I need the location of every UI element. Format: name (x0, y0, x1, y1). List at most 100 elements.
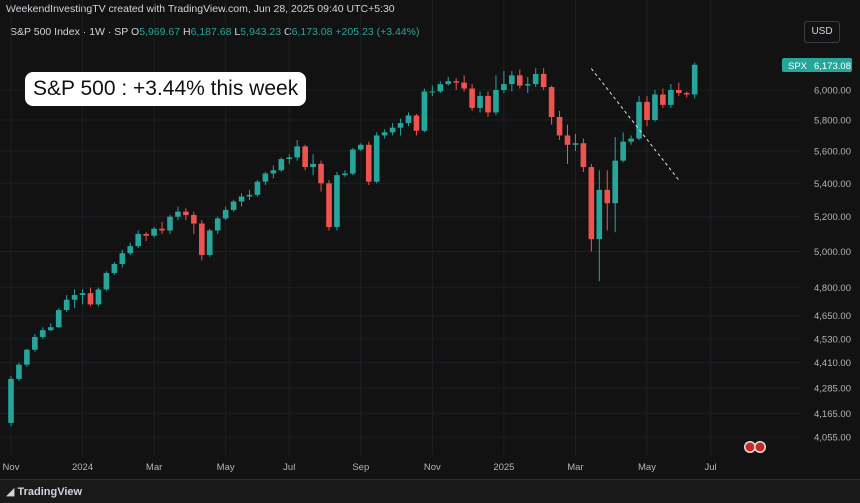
candle-body (16, 364, 22, 379)
candle (373, 132, 380, 184)
y-tick-label: 4,800.00 (814, 283, 851, 294)
candle (461, 75, 467, 92)
tradingview-logo[interactable]: ◢ TradingView (6, 485, 82, 498)
candle (596, 170, 603, 282)
candle (318, 160, 324, 192)
candle (151, 227, 157, 238)
grid-lines (0, 0, 800, 455)
candle-body (668, 90, 674, 105)
candle (238, 193, 245, 207)
candle (548, 85, 555, 125)
candle (421, 88, 428, 133)
candle (294, 140, 300, 161)
candle-body (270, 170, 277, 174)
candle-body (119, 253, 126, 264)
candle (71, 289, 78, 309)
candle-body (572, 143, 579, 145)
candle (342, 170, 348, 177)
candle (103, 271, 110, 292)
candle (365, 141, 372, 185)
currency-button[interactable]: USD (804, 21, 840, 43)
candle (302, 144, 308, 171)
candles (8, 62, 698, 427)
price-axis[interactable]: 4,055.00 4,165.00 4,285.00 4,410.00 4,530.00… (814, 86, 851, 444)
candle (350, 147, 356, 176)
candle-body (318, 163, 324, 184)
candle-body (676, 90, 682, 93)
candle-body (175, 211, 181, 217)
trendline-segment[interactable] (590, 68, 680, 181)
candle (644, 95, 650, 127)
candle-body (63, 299, 70, 311)
event-flags-icon[interactable] (744, 441, 766, 453)
candle-body (127, 246, 134, 254)
candle-body (8, 378, 14, 423)
candle-body (604, 189, 611, 204)
ohlc-legend: S&P 500 Index · 1W · SP O5,969.67 H6,187… (10, 26, 419, 38)
candle (485, 91, 491, 117)
y-tick-label: 5,000.00 (814, 247, 851, 258)
candle (55, 308, 62, 329)
candle (691, 62, 698, 99)
candle-body (167, 216, 173, 231)
candle (397, 118, 404, 136)
candle-body (485, 95, 491, 113)
candle (246, 189, 253, 200)
open-label: O (131, 26, 140, 38)
candle-body (238, 196, 245, 202)
low-value: 5,943.23 (240, 26, 282, 38)
candle (453, 78, 459, 90)
candle-body (334, 175, 340, 228)
candle-body (445, 81, 452, 85)
candle-body (532, 73, 539, 85)
trendline[interactable] (590, 68, 680, 181)
price-chart[interactable]: 4,055.00 4,165.00 4,285.00 4,410.00 4,530.00… (0, 0, 860, 479)
candle-body (628, 138, 634, 142)
candle-body (524, 84, 531, 86)
candle (32, 334, 38, 352)
x-tick-label: 2024 (72, 462, 93, 473)
candle-body (32, 336, 38, 350)
candle-body (254, 181, 261, 195)
candle-body (477, 95, 483, 108)
candle (286, 154, 293, 164)
candle-body (302, 146, 308, 168)
candle (310, 154, 316, 176)
y-tick-label: 5,400.00 (814, 179, 851, 190)
candle (445, 76, 452, 86)
candle-body (389, 127, 396, 133)
y-tick-label: 4,055.00 (814, 433, 851, 444)
candle-body (135, 233, 141, 247)
candle-body (540, 73, 547, 88)
time-axis[interactable]: Nov 2024 Mar May Jul Sep Nov 2025 Mar May Jul (3, 462, 717, 473)
change-value: +205.23 (+3.44%) (335, 26, 420, 38)
candle-body (183, 211, 189, 216)
y-tick-label: 4,530.00 (814, 334, 851, 345)
candle-body (55, 310, 62, 328)
candle-body (453, 81, 459, 83)
candle-body (151, 228, 157, 236)
candle (159, 221, 165, 234)
candle (683, 91, 690, 98)
tradingview-logo-icon: ◢ (6, 486, 18, 498)
y-tick-label: 5,800.00 (814, 116, 851, 127)
candle-body (421, 91, 428, 131)
candle (628, 135, 634, 145)
candle (135, 230, 141, 248)
candle (668, 84, 674, 108)
x-tick-label: Sep (352, 462, 369, 473)
y-tick-label: 4,165.00 (814, 409, 851, 420)
candle-body (143, 233, 149, 236)
candle-body (683, 92, 690, 95)
candle (660, 88, 666, 108)
candle (222, 206, 229, 221)
candle-body (556, 116, 563, 136)
candle (278, 157, 285, 172)
symbol-name[interactable]: S&P 500 Index · 1W · SP (10, 26, 129, 38)
candle-body (40, 330, 46, 337)
candle (16, 362, 22, 381)
candle-body (405, 115, 412, 124)
candle-body (644, 101, 650, 121)
x-tick-label: Jul (283, 462, 295, 473)
last-price-tag: SPX 6,173.08 (782, 58, 852, 72)
